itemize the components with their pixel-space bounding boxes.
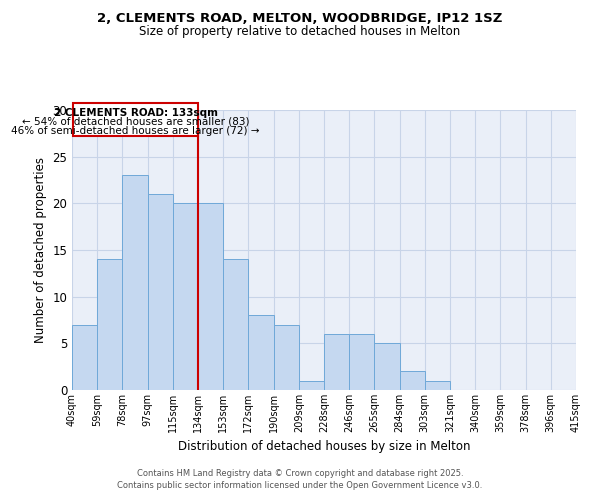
- Text: ← 54% of detached houses are smaller (83): ← 54% of detached houses are smaller (83…: [22, 117, 250, 127]
- Bar: [299, 380, 324, 390]
- Bar: [425, 380, 450, 390]
- Bar: [97, 260, 122, 390]
- Bar: [148, 194, 173, 390]
- FancyBboxPatch shape: [73, 102, 198, 136]
- Bar: [374, 344, 400, 390]
- Text: Size of property relative to detached houses in Melton: Size of property relative to detached ho…: [139, 25, 461, 38]
- Text: Contains public sector information licensed under the Open Government Licence v3: Contains public sector information licen…: [118, 481, 482, 490]
- Bar: [349, 334, 374, 390]
- Bar: [248, 316, 274, 390]
- X-axis label: Distribution of detached houses by size in Melton: Distribution of detached houses by size …: [178, 440, 470, 454]
- Bar: [72, 324, 97, 390]
- Bar: [274, 324, 299, 390]
- Bar: [173, 204, 198, 390]
- Text: Contains HM Land Registry data © Crown copyright and database right 2025.: Contains HM Land Registry data © Crown c…: [137, 468, 463, 477]
- Bar: [122, 176, 148, 390]
- Bar: [223, 260, 248, 390]
- Bar: [400, 372, 425, 390]
- Text: 2 CLEMENTS ROAD: 133sqm: 2 CLEMENTS ROAD: 133sqm: [53, 108, 218, 118]
- Text: 2, CLEMENTS ROAD, MELTON, WOODBRIDGE, IP12 1SZ: 2, CLEMENTS ROAD, MELTON, WOODBRIDGE, IP…: [97, 12, 503, 26]
- Y-axis label: Number of detached properties: Number of detached properties: [34, 157, 47, 343]
- Bar: [198, 204, 223, 390]
- Text: 46% of semi-detached houses are larger (72) →: 46% of semi-detached houses are larger (…: [11, 126, 260, 136]
- Bar: [324, 334, 349, 390]
